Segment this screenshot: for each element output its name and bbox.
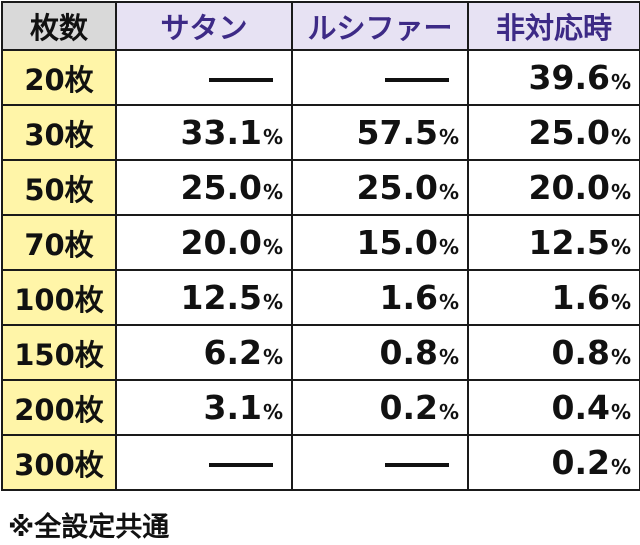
percent-unit: % <box>610 180 631 204</box>
satan-cell <box>115 434 293 491</box>
lucifer-cell: 1.6% <box>291 269 469 326</box>
satan-cell: 20.0% <box>115 214 293 271</box>
header-unsupported: 非対応時 <box>467 1 640 51</box>
rate-value: 3.1 <box>203 388 262 427</box>
percent-unit: % <box>262 290 283 314</box>
header-medal-count: 枚数 <box>1 1 117 51</box>
percent-unit: % <box>262 125 283 149</box>
percent-unit: % <box>438 235 459 259</box>
percent-unit: % <box>438 290 459 314</box>
row-label: 50枚 <box>1 159 117 216</box>
rate-value: 20.0 <box>528 168 610 207</box>
percent-unit: % <box>610 400 631 424</box>
footnote: ※全設定共通 <box>8 512 170 543</box>
rate-value: 12.5 <box>528 223 610 262</box>
rate-value: 0.8 <box>551 333 610 372</box>
percent-unit: % <box>262 235 283 259</box>
percent-unit: % <box>262 400 283 424</box>
dash-mark <box>209 77 273 82</box>
rate-value: 33.1 <box>180 113 262 152</box>
rate-value: 6.2 <box>203 333 262 372</box>
rate-value: 12.5 <box>180 278 262 317</box>
row-label: 150枚 <box>1 324 117 381</box>
table-row: 70枚 20.0% 15.0% 12.5% <box>1 214 640 271</box>
row-label: 20枚 <box>1 49 117 106</box>
lucifer-cell <box>291 434 469 491</box>
unsupported-cell: 25.0% <box>467 104 640 161</box>
rate-value: 57.5 <box>356 113 438 152</box>
table-row: 30枚 33.1% 57.5% 25.0% <box>1 104 640 161</box>
header-lucifer: ルシファー <box>291 1 469 51</box>
rate-value: 1.6 <box>551 278 610 317</box>
table-row: 300枚 0.2% <box>1 434 640 491</box>
satan-cell: 25.0% <box>115 159 293 216</box>
percent-unit: % <box>610 345 631 369</box>
row-label: 100枚 <box>1 269 117 326</box>
percent-unit: % <box>262 180 283 204</box>
unsupported-cell: 39.6% <box>467 49 640 106</box>
table-body: 20枚 39.6% 30枚 33.1% 57.5% 25.0% 50枚 25.0% 25.0% 2… <box>1 49 640 491</box>
dash-mark <box>209 462 273 467</box>
percent-unit: % <box>610 290 631 314</box>
satan-cell: 3.1% <box>115 379 293 436</box>
satan-cell <box>115 49 293 106</box>
header-row: 枚数 サタン ルシファー 非対応時 <box>1 1 640 51</box>
unsupported-cell: 1.6% <box>467 269 640 326</box>
percent-unit: % <box>610 125 631 149</box>
rate-value: 15.0 <box>356 223 438 262</box>
rate-value: 0.2 <box>379 388 438 427</box>
percent-unit: % <box>438 400 459 424</box>
satan-cell: 6.2% <box>115 324 293 381</box>
lucifer-cell: 25.0% <box>291 159 469 216</box>
dash-mark <box>385 77 449 82</box>
percent-unit: % <box>438 180 459 204</box>
percent-unit: % <box>262 345 283 369</box>
percent-unit: % <box>438 345 459 369</box>
table-row: 150枚 6.2% 0.8% 0.8% <box>1 324 640 381</box>
percent-unit: % <box>610 455 631 479</box>
rate-value: 0.8 <box>379 333 438 372</box>
row-label: 70枚 <box>1 214 117 271</box>
rate-value: 39.6 <box>528 58 610 97</box>
unsupported-cell: 0.8% <box>467 324 640 381</box>
row-label: 200枚 <box>1 379 117 436</box>
dash-mark <box>385 462 449 467</box>
table-row: 100枚 12.5% 1.6% 1.6% <box>1 269 640 326</box>
header-satan: サタン <box>115 1 293 51</box>
percent-unit: % <box>610 70 631 94</box>
rate-value: 0.4 <box>551 388 610 427</box>
rate-value: 25.0 <box>528 113 610 152</box>
unsupported-cell: 12.5% <box>467 214 640 271</box>
payout-rate-table: 枚数 サタン ルシファー 非対応時 20枚 39.6% 30枚 33.1% 57.5% 2… <box>1 1 640 491</box>
lucifer-cell: 15.0% <box>291 214 469 271</box>
unsupported-cell: 20.0% <box>467 159 640 216</box>
row-label: 30枚 <box>1 104 117 161</box>
table-row: 200枚 3.1% 0.2% 0.4% <box>1 379 640 436</box>
rate-value: 25.0 <box>180 168 262 207</box>
lucifer-cell: 0.8% <box>291 324 469 381</box>
rate-value: 0.2 <box>551 443 610 482</box>
rate-value: 20.0 <box>180 223 262 262</box>
unsupported-cell: 0.4% <box>467 379 640 436</box>
rate-value: 1.6 <box>379 278 438 317</box>
lucifer-cell <box>291 49 469 106</box>
rate-value: 25.0 <box>356 168 438 207</box>
lucifer-cell: 0.2% <box>291 379 469 436</box>
lucifer-cell: 57.5% <box>291 104 469 161</box>
table-row: 50枚 25.0% 25.0% 20.0% <box>1 159 640 216</box>
percent-unit: % <box>438 125 459 149</box>
unsupported-cell: 0.2% <box>467 434 640 491</box>
row-label: 300枚 <box>1 434 117 491</box>
satan-cell: 12.5% <box>115 269 293 326</box>
table-row: 20枚 39.6% <box>1 49 640 106</box>
percent-unit: % <box>610 235 631 259</box>
satan-cell: 33.1% <box>115 104 293 161</box>
